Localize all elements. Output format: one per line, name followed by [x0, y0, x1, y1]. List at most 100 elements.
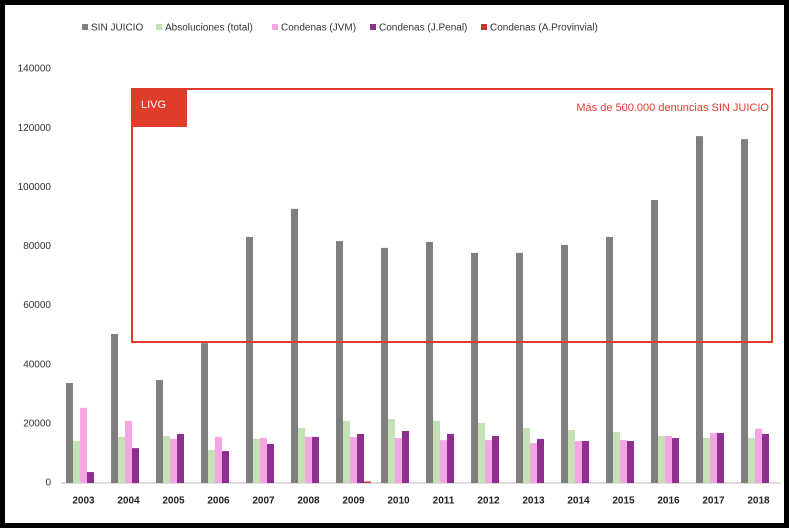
bar: [426, 241, 433, 483]
bar: [561, 244, 568, 483]
legend-swatch: [481, 24, 487, 30]
y-tick-label: 40000: [23, 359, 51, 370]
y-tick-label: 120000: [18, 123, 52, 134]
bar: [125, 420, 132, 483]
annotation-text: Más de 500.000 denuncias SIN JUICIO: [576, 102, 769, 114]
bar: [163, 435, 170, 483]
y-tick-label: 140000: [18, 64, 52, 75]
legend-label: Absoluciones (total): [165, 23, 253, 34]
annotation-tag: LIVG: [141, 99, 166, 111]
x-tick-label: 2010: [387, 496, 410, 507]
bar: [627, 441, 634, 483]
bar: [73, 441, 80, 483]
bar: [471, 252, 478, 483]
x-tick-label: 2017: [702, 496, 725, 507]
x-tick-label: 2004: [117, 496, 140, 507]
bar: [530, 443, 537, 483]
x-tick-label: 2005: [162, 496, 185, 507]
bar: [717, 433, 724, 483]
bar: [132, 448, 139, 483]
x-tick-label: 2009: [342, 496, 365, 507]
bar: [80, 407, 87, 483]
legend-swatch: [370, 24, 376, 30]
bar: [762, 433, 769, 483]
x-tick-label: 2018: [747, 496, 770, 507]
x-tick-label: 2012: [477, 496, 500, 507]
bar: [215, 436, 222, 483]
bar: [350, 436, 357, 483]
bar: [696, 136, 703, 483]
bar: [298, 427, 305, 483]
bar: [485, 440, 492, 483]
bar: [710, 433, 717, 483]
legend-swatch: [82, 24, 88, 30]
bar: [741, 139, 748, 483]
bar: [537, 438, 544, 483]
bar: [620, 440, 627, 483]
bar: [575, 441, 582, 483]
bar: [111, 333, 118, 483]
bar: [606, 236, 613, 483]
bar: [87, 472, 94, 483]
legend-label: Condenas (A.Provinvial): [490, 23, 598, 34]
legend-swatch: [156, 24, 162, 30]
legend-label: Condenas (J.Penal): [379, 23, 467, 34]
x-tick-label: 2013: [522, 496, 545, 507]
bar: [395, 438, 402, 483]
annotation-box: [131, 88, 773, 343]
bar: [66, 383, 73, 483]
legend-swatch: [272, 24, 278, 30]
bar: [381, 247, 388, 483]
bar: [312, 436, 319, 483]
y-tick-label: 20000: [23, 418, 51, 429]
bar: [267, 443, 274, 483]
bar: [201, 343, 208, 483]
bar: [246, 236, 253, 483]
x-tick-label: 2007: [252, 496, 275, 507]
bar: [343, 420, 350, 483]
legend-label: Condenas (JVM): [281, 23, 356, 34]
bar: [118, 436, 125, 483]
bar: [336, 241, 343, 483]
bar: [447, 433, 454, 483]
bar: [222, 451, 229, 483]
bar: [516, 252, 523, 483]
x-tick-label: 2006: [207, 496, 230, 507]
bar: [478, 422, 485, 483]
annotation-tag-bg: [132, 89, 187, 127]
bar: [388, 419, 395, 483]
bar: [755, 428, 762, 483]
bar: [582, 441, 589, 483]
x-tick-label: 2014: [567, 496, 590, 507]
bar: [523, 427, 530, 483]
bar: [672, 438, 679, 483]
bar: [703, 438, 710, 483]
bar: [364, 481, 371, 483]
y-tick-label: 60000: [23, 300, 51, 311]
bar: [613, 432, 620, 483]
x-tick-label: 2003: [72, 496, 95, 507]
bar: [208, 449, 215, 483]
bar: [177, 433, 184, 483]
bar: [440, 440, 447, 483]
bar: [748, 438, 755, 483]
bar: [170, 438, 177, 483]
bar: [291, 208, 298, 483]
bar: [357, 433, 364, 483]
bar: [402, 430, 409, 483]
chart: 0 20000 40000 60000 80000 100000 120000 140000 2…: [5, 5, 784, 523]
y-tick-label: 0: [45, 478, 51, 489]
legend-label: SIN JUICIO: [91, 23, 143, 34]
bar: [305, 436, 312, 483]
x-tick-label: 2016: [657, 496, 680, 507]
bar: [568, 430, 575, 483]
bar: [658, 435, 665, 483]
x-tick-label: 2008: [297, 496, 320, 507]
bar: [156, 380, 163, 483]
y-tick-label: 100000: [18, 182, 52, 193]
bar: [665, 435, 672, 483]
bar: [253, 438, 260, 483]
y-tick-label: 80000: [23, 241, 51, 252]
x-tick-label: 2011: [433, 496, 455, 507]
